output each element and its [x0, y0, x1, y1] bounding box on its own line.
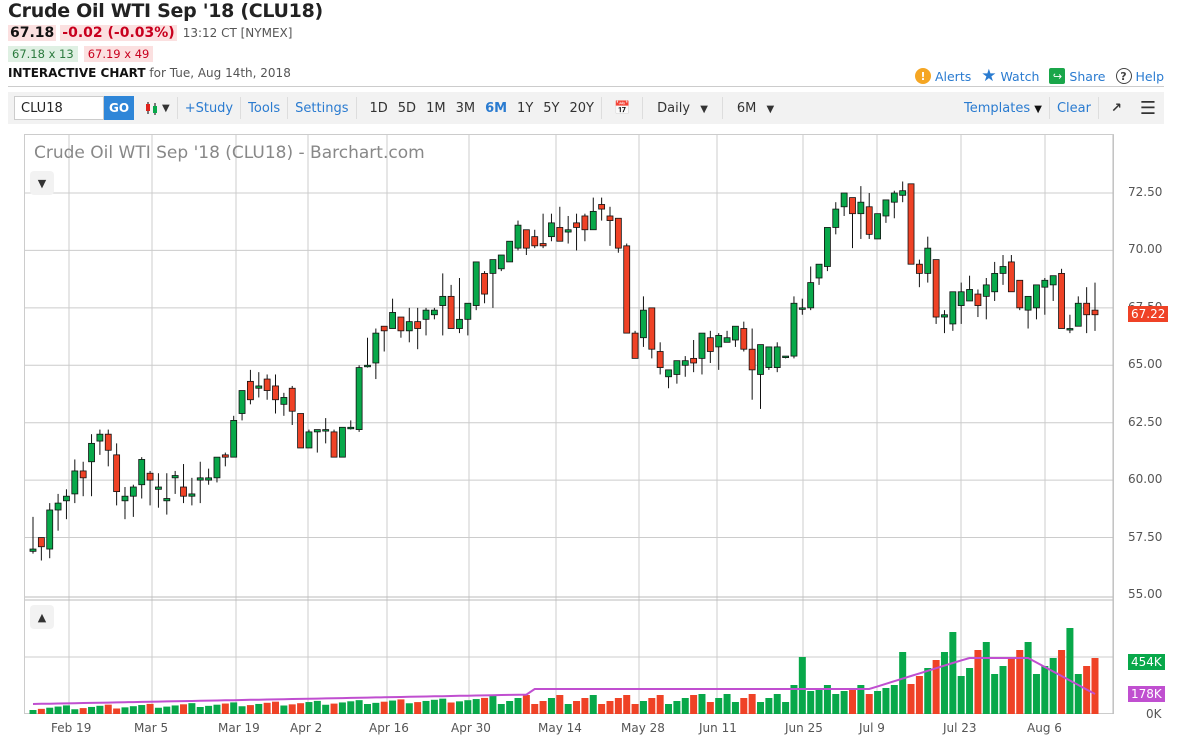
quote-time: 13:12 CT [NYMEX]	[182, 26, 293, 40]
date-axis-label: Apr 30	[451, 721, 491, 735]
help-label: Help	[1135, 68, 1165, 84]
header-divider	[8, 86, 1164, 87]
date-axis-label: Mar 19	[218, 721, 260, 735]
range-dropdown[interactable]: 6M ▼	[725, 101, 786, 116]
alert-icon: !	[914, 68, 931, 84]
clear-button[interactable]: Clear	[1056, 100, 1091, 116]
chevron-down-icon: ▼	[1034, 103, 1042, 115]
watch-label: Watch	[1000, 68, 1040, 84]
share-icon: ↪	[1049, 68, 1066, 84]
price-axis-label: 57.50	[1128, 529, 1163, 544]
templates-label: Templates	[964, 100, 1031, 116]
date-axis-label: Aug 6	[1027, 721, 1062, 735]
period-1m[interactable]: 1M	[426, 100, 446, 116]
price-axis-label: 62.50	[1128, 414, 1163, 429]
divider	[240, 97, 242, 119]
chevron-up-icon: ▲	[37, 610, 47, 624]
price-axis-label: 55.00	[1128, 586, 1163, 601]
header-actions: ! Alerts ★ Watch ↪ Share ? Help	[914, 66, 1165, 86]
help-button[interactable]: ? Help	[1115, 68, 1165, 84]
candlestick-icon	[146, 102, 157, 115]
divider	[176, 97, 178, 119]
volume-avg-tag: 178K	[1128, 686, 1165, 702]
date-axis-label: Jul 23	[943, 721, 977, 735]
chevron-down-icon: ▼	[766, 103, 775, 115]
arrow-diagonal-icon: ↗	[1110, 100, 1122, 116]
date-axis-label: Jun 11	[699, 721, 737, 735]
period-1d[interactable]: 1D	[369, 100, 388, 116]
period-3m[interactable]: 3M	[455, 100, 476, 116]
date-axis-label: May 14	[538, 721, 582, 735]
period-1y[interactable]: 1Y	[517, 100, 534, 116]
chevron-down-icon: ▼	[37, 176, 47, 190]
chart-date-line: INTERACTIVE CHART for Tue, Aug 14th, 201…	[8, 66, 291, 80]
date-axis-label: Mar 5	[134, 721, 169, 735]
chart-date: for Tue, Aug 14th, 2018	[149, 66, 291, 80]
templates-dropdown[interactable]: Templates ▼	[959, 101, 1047, 116]
range-value: 6M	[736, 100, 757, 116]
divider	[287, 97, 289, 119]
ask: 67.19 x 49	[83, 46, 154, 62]
period-6m[interactable]: 6M	[485, 100, 508, 116]
period-5d[interactable]: 5D	[397, 100, 417, 116]
divider	[1048, 97, 1050, 119]
interval-value: Daily	[657, 100, 691, 116]
divider	[600, 97, 602, 119]
collapse-volume-pane-button[interactable]: ▲	[30, 605, 54, 629]
price-change: -0.02 (-0.03%)	[60, 25, 177, 41]
calendar-button[interactable]: 📅	[604, 101, 640, 116]
interactive-chart-label: INTERACTIVE CHART	[8, 66, 146, 80]
date-axis-label: Jun 25	[785, 721, 823, 735]
expand-button[interactable]: ↗	[1101, 101, 1132, 116]
alerts-label: Alerts	[934, 68, 972, 84]
symbol-input[interactable]	[14, 96, 104, 120]
calendar-icon: 📅	[613, 100, 631, 116]
period-20y[interactable]: 20Y	[569, 100, 594, 116]
date-axis-label: Apr 2	[290, 721, 323, 735]
divider	[1097, 97, 1099, 119]
tools-button[interactable]: Tools	[248, 100, 281, 116]
chevron-down-icon: ▼	[700, 103, 708, 115]
watch-button[interactable]: ★ Watch	[981, 66, 1039, 86]
chevron-down-icon: ▼	[162, 102, 170, 114]
volume-zero-label: 0K	[1146, 707, 1162, 721]
price-axis-label: 65.00	[1128, 357, 1163, 372]
hamburger-icon: ☰	[1139, 97, 1156, 119]
volume-tag: 454K	[1128, 654, 1165, 670]
collapse-price-pane-button[interactable]: ▼	[30, 171, 54, 195]
quote-line: 67.18 -0.02 (-0.03%) 13:12 CT [NYMEX]	[8, 25, 292, 41]
date-axis-label: Apr 16	[369, 721, 409, 735]
share-label: Share	[1069, 68, 1106, 84]
study-button[interactable]: +Study	[184, 100, 234, 116]
price-axis-label: 60.00	[1128, 472, 1163, 487]
price-axis-label: 72.50	[1128, 185, 1163, 199]
divider	[642, 97, 644, 119]
go-button[interactable]: GO	[104, 96, 134, 120]
alerts-button[interactable]: ! Alerts	[914, 68, 972, 84]
star-icon: ★	[981, 66, 997, 86]
divider	[355, 97, 357, 119]
price-axis-label: 70.00	[1128, 242, 1163, 257]
last-price-tag: 67.22	[1128, 306, 1169, 322]
settings-button[interactable]: Settings	[295, 100, 349, 116]
share-button[interactable]: ↪ Share	[1049, 68, 1106, 84]
last-price: 67.18	[8, 25, 57, 41]
bid: 67.18 x 13	[8, 46, 78, 62]
instrument-title: Crude Oil WTI Sep '18 (CLU18)	[8, 0, 323, 22]
chart-toolbar: GO ▼ +Study Tools Settings 1D 5D 1M 3M 6…	[8, 92, 1164, 124]
chart-title: Crude Oil WTI Sep '18 (CLU18) - Barchart…	[34, 143, 425, 163]
date-axis-label: Feb 19	[51, 721, 92, 735]
chart-type-dropdown[interactable]: ▼	[134, 100, 175, 116]
divider	[721, 97, 723, 119]
date-axis-label: May 28	[621, 721, 665, 735]
help-icon: ?	[1115, 68, 1132, 84]
menu-button[interactable]: ☰	[1132, 98, 1164, 119]
date-axis-label: Jul 9	[859, 721, 885, 735]
bid-ask: 67.18 x 13 67.19 x 49	[8, 46, 154, 62]
period-5y[interactable]: 5Y	[543, 100, 560, 116]
interval-dropdown[interactable]: Daily ▼	[645, 101, 720, 116]
